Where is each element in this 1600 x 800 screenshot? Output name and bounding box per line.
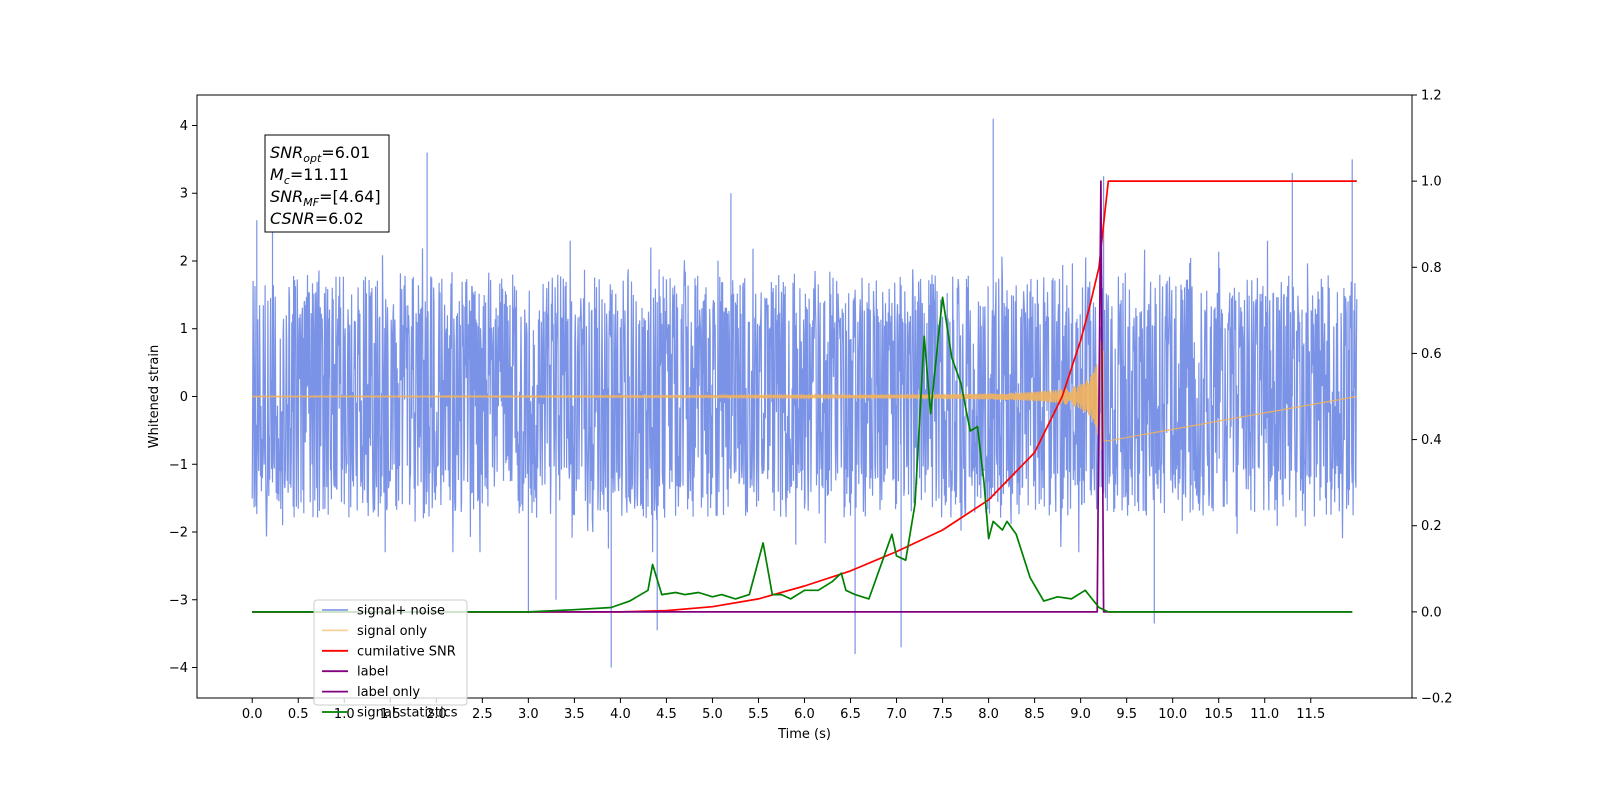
x-tick-label: 9.0 xyxy=(1070,707,1091,722)
x-tick-label: 11.0 xyxy=(1250,707,1279,722)
annotation-line: Mc=11.11 xyxy=(270,165,349,187)
y2-tick-label: 1.0 xyxy=(1421,175,1442,190)
x-tick-label: 10.0 xyxy=(1158,707,1187,722)
x-tick-label: 8.0 xyxy=(978,707,999,722)
x-tick-label: 5.0 xyxy=(702,707,723,722)
series-label-line xyxy=(252,180,1353,613)
x-tick-label: 0.5 xyxy=(288,707,309,722)
x-tick-label: 2.5 xyxy=(472,707,493,722)
y-tick-label: 2 xyxy=(180,254,188,269)
y2-tick-label: 0.8 xyxy=(1421,261,1442,276)
x-axis-label: Time (s) xyxy=(777,727,831,742)
x-tick-label: 0.0 xyxy=(242,707,263,722)
series-signal-noise-line xyxy=(251,118,1358,668)
legend-frame xyxy=(313,599,468,706)
y-tick-label: 3 xyxy=(180,187,188,202)
x-tick-label: 8.5 xyxy=(1024,707,1045,722)
x-tick-label: 6.0 xyxy=(794,707,815,722)
y-axis-right: −0.2 0.0 0.2 0.4 0.6 0.8 1.0 1.2 xyxy=(1412,89,1453,707)
x-tick-label: 6.5 xyxy=(840,707,861,722)
x-tick-label: 2.0 xyxy=(426,707,447,722)
x-tick-label: 9.5 xyxy=(1116,707,1137,722)
y2-tick-label: 0.0 xyxy=(1421,605,1442,620)
y-axis-left: −4 −3 −2 −1 0 1 2 3 4 xyxy=(169,119,197,676)
x-tick-label: 4.0 xyxy=(610,707,631,722)
legend: signal+ noise signal only cumilative SNR la… xyxy=(313,599,468,721)
legend-label: label only xyxy=(357,685,420,700)
y2-tick-label: 0.4 xyxy=(1421,433,1442,448)
legend-label: cumilative SNR xyxy=(357,644,456,659)
annotation-frame xyxy=(264,134,390,233)
x-axis: 0.0 0.5 1.0 1.5 2.0 2.5 3.0 3.5 4.0 4.5 5.0 5.5 6.0 6… xyxy=(242,698,1325,722)
x-tick-label: 3.0 xyxy=(518,707,539,722)
legend-label: label xyxy=(357,665,388,680)
series-signal-statistics-line xyxy=(252,296,1353,613)
x-tick-label: 10.5 xyxy=(1204,707,1233,722)
series-signal-only-line xyxy=(251,340,1357,450)
y-tick-label: 4 xyxy=(180,119,188,134)
y-tick-label: 1 xyxy=(180,322,188,337)
x-tick-label: 1.5 xyxy=(380,707,401,722)
legend-label: signal+ noise xyxy=(357,604,445,619)
x-tick-label: 4.5 xyxy=(656,707,677,722)
y-axis-label: Whitened strain xyxy=(147,345,162,448)
legend-label: signal statistics xyxy=(357,706,458,721)
series-cumilative-snr-line xyxy=(252,180,1357,613)
x-tick-label: 3.5 xyxy=(564,707,585,722)
series-layer xyxy=(251,118,1358,668)
y-tick-label: −3 xyxy=(169,593,188,608)
x-tick-label: 5.5 xyxy=(748,707,769,722)
y-tick-label: 0 xyxy=(180,390,188,405)
y2-tick-label: 1.2 xyxy=(1421,89,1442,104)
x-tick-label: 1.0 xyxy=(334,707,355,722)
y2-tick-label: −0.2 xyxy=(1421,692,1453,707)
x-tick-label: 7.0 xyxy=(886,707,907,722)
y-tick-label: −1 xyxy=(169,458,188,473)
y-tick-label: −4 xyxy=(169,661,188,676)
x-tick-label: 7.5 xyxy=(932,707,953,722)
y2-tick-label: 0.2 xyxy=(1421,519,1442,534)
x-tick-label: 11.5 xyxy=(1296,707,1325,722)
annotation-line: CSNR=6.02 xyxy=(270,209,364,228)
legend-label: signal only xyxy=(357,624,427,639)
y2-tick-label: 0.6 xyxy=(1421,347,1442,362)
y-tick-label: −2 xyxy=(169,526,188,541)
annotation-line: SNRopt=6.01 xyxy=(270,143,370,165)
annotation-line: SNRMF=[4.64] xyxy=(270,187,381,209)
